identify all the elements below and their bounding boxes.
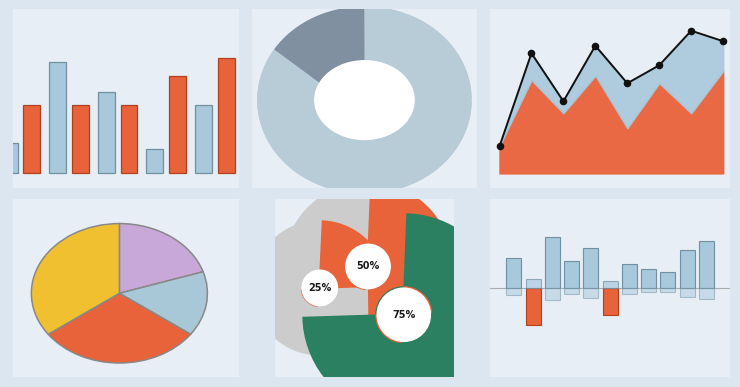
- Bar: [622, 264, 637, 288]
- Bar: [121, 105, 138, 173]
- Bar: [583, 288, 599, 298]
- Bar: [218, 58, 235, 173]
- Circle shape: [346, 244, 390, 289]
- Point: [685, 27, 697, 34]
- Point: [717, 38, 729, 45]
- Point: [525, 50, 537, 57]
- Bar: [622, 288, 637, 294]
- Bar: [660, 272, 676, 288]
- Bar: [525, 279, 541, 288]
- Bar: [641, 288, 656, 293]
- Bar: [506, 259, 522, 288]
- Bar: [699, 241, 714, 288]
- Circle shape: [302, 270, 337, 306]
- Bar: [98, 92, 115, 173]
- Bar: [1, 144, 18, 173]
- Bar: [195, 105, 212, 173]
- Point: [590, 43, 602, 49]
- Bar: [506, 288, 522, 295]
- Point: [494, 143, 505, 149]
- Text: 25%: 25%: [308, 283, 332, 293]
- Bar: [564, 288, 579, 295]
- Bar: [545, 237, 560, 288]
- Bar: [602, 288, 618, 315]
- Bar: [699, 288, 714, 299]
- Wedge shape: [31, 224, 119, 334]
- Bar: [679, 288, 695, 297]
- Bar: [641, 269, 656, 288]
- Point: [622, 80, 633, 86]
- Point: [653, 62, 665, 68]
- Circle shape: [377, 288, 431, 341]
- Point: [557, 98, 569, 104]
- Wedge shape: [48, 293, 191, 363]
- Text: 75%: 75%: [392, 310, 415, 320]
- Bar: [660, 288, 676, 292]
- Wedge shape: [119, 224, 203, 293]
- Bar: [169, 75, 186, 173]
- Bar: [583, 248, 599, 288]
- Bar: [602, 281, 618, 288]
- Text: 50%: 50%: [357, 262, 380, 271]
- Bar: [50, 62, 67, 173]
- Bar: [679, 250, 695, 288]
- Bar: [147, 149, 164, 173]
- Bar: [525, 288, 541, 325]
- Bar: [72, 105, 89, 173]
- Wedge shape: [119, 272, 207, 334]
- Bar: [564, 261, 579, 288]
- Circle shape: [314, 61, 414, 139]
- Bar: [545, 288, 560, 300]
- Bar: [24, 105, 41, 173]
